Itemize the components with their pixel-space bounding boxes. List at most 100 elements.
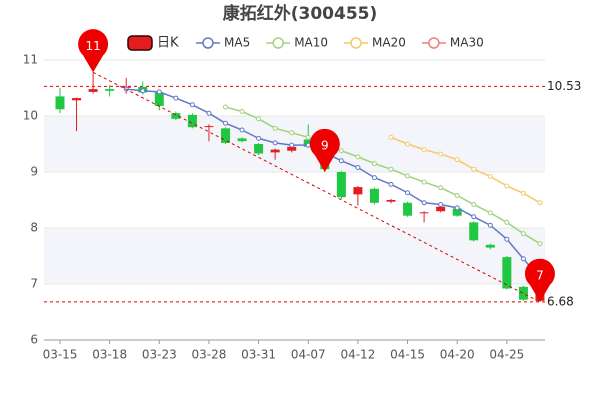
ma-point (305, 134, 311, 140)
legend-label: MA10 (294, 36, 328, 50)
ma-point (471, 214, 477, 220)
ma-point (438, 151, 444, 157)
candle-body (287, 146, 297, 151)
candle-body (469, 222, 479, 241)
candle-body (72, 98, 82, 101)
candle-body (171, 113, 181, 119)
legend-swatch (428, 37, 440, 49)
ma-point (537, 241, 543, 247)
ma-point (140, 88, 146, 94)
ma-point (388, 134, 394, 140)
ma-point (421, 147, 427, 153)
ma-point (173, 95, 179, 101)
ma-point (355, 165, 361, 171)
ma-point (355, 154, 361, 160)
ma-point (256, 135, 262, 141)
ma-point (421, 179, 427, 185)
ma-point (520, 231, 526, 237)
ma-point (289, 130, 295, 136)
legend-label: MA5 (224, 36, 250, 50)
y-tick-label: 10 (23, 109, 38, 123)
ma-point (471, 166, 477, 172)
candle-body (436, 206, 446, 212)
candle-body (336, 172, 346, 198)
candle-body (353, 187, 363, 195)
ma-point (520, 190, 526, 196)
ma-point (371, 161, 377, 167)
ma-point (156, 89, 162, 95)
ma-point (338, 158, 344, 164)
ma-point (371, 175, 377, 181)
candle-body (419, 212, 429, 214)
x-tick-label: 03-15 (43, 348, 78, 362)
ma-point (504, 236, 510, 242)
x-tick-label: 03-23 (142, 348, 177, 362)
pin (309, 128, 340, 172)
ma-point (454, 193, 460, 199)
chart-title: 康拓红外(300455) (223, 3, 378, 24)
pin (524, 258, 555, 302)
y-tick-label: 6 (30, 333, 38, 347)
ma-point (438, 201, 444, 207)
ma-point (504, 183, 510, 189)
ma-point (454, 157, 460, 163)
ma-point (206, 110, 212, 116)
ma-point (421, 200, 427, 206)
ma-point (487, 222, 493, 228)
legend-swatch (127, 35, 153, 51)
ma-point (239, 109, 245, 115)
candle-body (105, 89, 115, 91)
candle-body (452, 208, 462, 216)
ref-label: 10.53 (547, 79, 581, 93)
ref-label: 6.68 (547, 294, 574, 308)
legend-label: MA30 (450, 36, 484, 50)
ma-point (289, 142, 295, 148)
legend-swatch (272, 37, 284, 49)
ma-point (537, 200, 543, 206)
pin-label: 11 (85, 39, 100, 53)
ma-line (390, 136, 541, 204)
ma-point (405, 190, 411, 196)
x-tick-label: 04-07 (291, 348, 326, 362)
ma-point (471, 201, 477, 207)
ma-point (189, 102, 195, 108)
candle-body (55, 96, 65, 110)
ma-point (388, 166, 394, 172)
ma-point (272, 125, 278, 131)
x-tick-label: 04-15 (390, 348, 425, 362)
x-tick-label: 03-31 (241, 348, 276, 362)
x-tick-label: 03-28 (192, 348, 227, 362)
ma-point (438, 185, 444, 191)
x-tick-label: 04-25 (489, 348, 524, 362)
ma-point (520, 256, 526, 262)
candle-body (88, 89, 98, 92)
y-tick-label: 7 (30, 277, 38, 291)
grid-band (44, 228, 545, 284)
pin-label: 7 (536, 268, 544, 282)
y-tick-label: 11 (23, 53, 38, 67)
x-tick-label: 04-12 (340, 348, 375, 362)
ma-point (487, 173, 493, 179)
candle-body (204, 126, 214, 128)
ma-line (225, 106, 541, 245)
candle-body (369, 188, 379, 203)
x-tick-label: 04-20 (440, 348, 475, 362)
ma-point (454, 205, 460, 211)
ma-point (405, 141, 411, 147)
candle-body (221, 128, 230, 143)
ma-point (487, 210, 493, 216)
candle-body (154, 92, 164, 106)
candle-body (270, 149, 280, 153)
y-tick-label: 8 (30, 221, 38, 235)
candle-body (187, 114, 197, 128)
ma-point (256, 116, 262, 122)
x-tick-label: 03-18 (92, 348, 127, 362)
candle-body (518, 286, 528, 300)
candle-body (502, 257, 512, 289)
pin-label: 9 (321, 139, 329, 153)
candle-body (386, 200, 396, 202)
ma-point (223, 120, 228, 126)
ma-point (504, 219, 510, 225)
legend-swatch (350, 37, 362, 49)
